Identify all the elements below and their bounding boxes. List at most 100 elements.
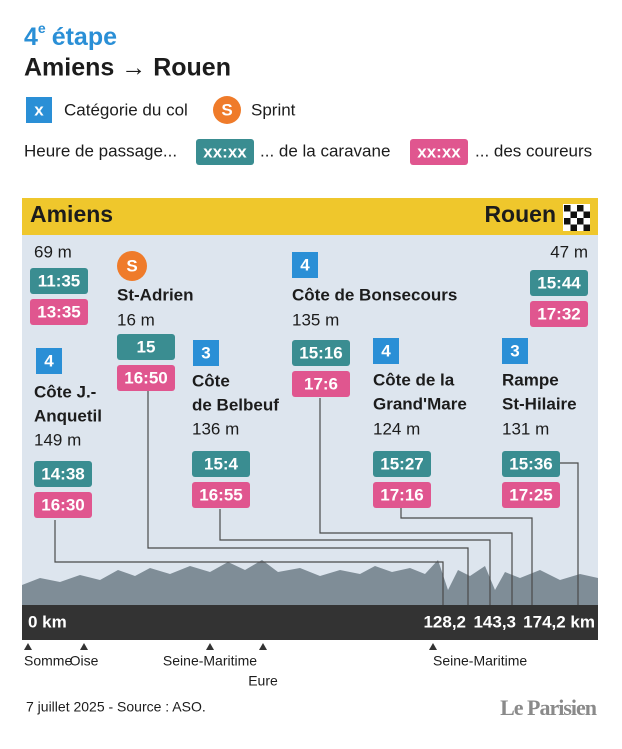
banner-finish: Rouen bbox=[484, 201, 556, 227]
caravan-legend-box bbox=[196, 139, 254, 165]
point-name: Anquetil bbox=[34, 406, 102, 425]
region-marker bbox=[429, 643, 437, 650]
category-marker: 4 bbox=[44, 351, 54, 370]
category-legend-marker: x bbox=[34, 100, 44, 119]
riders-time: 16:55 bbox=[199, 485, 242, 504]
point-name: Côte de la bbox=[373, 370, 455, 389]
category-box bbox=[502, 338, 528, 364]
distance-label: 174,2 km bbox=[523, 612, 595, 631]
point-altitude: 131 m bbox=[502, 419, 549, 438]
distance-label: 128,2 bbox=[423, 612, 466, 631]
riders-box bbox=[530, 301, 588, 327]
riders-time: 17:25 bbox=[509, 485, 552, 504]
category-box bbox=[36, 348, 62, 374]
point-altitude: 16 m bbox=[117, 310, 155, 329]
point-name: Rampe bbox=[502, 370, 559, 389]
flag-square bbox=[564, 218, 571, 225]
finish-flag bbox=[563, 204, 590, 231]
caravan-box bbox=[117, 334, 175, 360]
caravan-time: 15:16 bbox=[299, 343, 342, 362]
category-legend-box bbox=[26, 97, 52, 123]
point-altitude: 69 m bbox=[34, 242, 72, 261]
riders-time: 16:50 bbox=[124, 368, 167, 387]
flag-square bbox=[577, 205, 584, 212]
point-name: de Belbeuf bbox=[192, 395, 279, 414]
flag-square bbox=[570, 224, 577, 231]
route: Amiens → Rouen bbox=[24, 54, 231, 82]
sprint-legend-marker: S bbox=[221, 100, 232, 119]
flag-square bbox=[583, 211, 590, 218]
caravan-legend-label: ... de la caravane bbox=[260, 141, 390, 160]
flag-square bbox=[577, 218, 584, 225]
logo: Le Parisien bbox=[500, 695, 597, 720]
sprint-marker: S bbox=[126, 256, 137, 275]
region-marker bbox=[24, 643, 32, 650]
riders-box bbox=[30, 299, 88, 325]
caravan-box bbox=[530, 270, 588, 296]
category-box bbox=[373, 338, 399, 364]
point-altitude: 135 m bbox=[292, 310, 339, 329]
point-altitude: 136 m bbox=[192, 419, 239, 438]
caravan-time: 11:35 bbox=[38, 271, 81, 290]
flag-square bbox=[583, 224, 590, 231]
riders-time: 13:35 bbox=[37, 302, 80, 321]
connectors bbox=[54, 391, 579, 605]
region-label: Seine-Maritime bbox=[163, 653, 257, 669]
category-box bbox=[193, 340, 219, 366]
riders-legend-label: ... des coureurs bbox=[475, 141, 592, 160]
point-name: St-Hilaire bbox=[502, 394, 577, 413]
caravan-time: 15:36 bbox=[509, 454, 552, 473]
flag-square bbox=[564, 205, 571, 212]
category-marker: 3 bbox=[201, 343, 210, 362]
distance-label: 143,3 bbox=[473, 612, 516, 631]
category-marker: 4 bbox=[300, 255, 310, 274]
region-marker bbox=[259, 643, 267, 650]
stage-suffix: e bbox=[38, 20, 46, 36]
point-altitude: 149 m bbox=[34, 430, 81, 449]
region-marker bbox=[206, 643, 214, 650]
region-label: Oise bbox=[70, 653, 99, 669]
point-name: Grand'Mare bbox=[373, 394, 467, 413]
stage-word: étape bbox=[52, 23, 117, 51]
elevation-profile bbox=[22, 560, 598, 605]
caravan-box bbox=[502, 451, 560, 477]
point-name: Côte bbox=[192, 371, 230, 390]
point-name: Côte de Bonsecours bbox=[292, 285, 457, 304]
riders-time: 17:6 bbox=[304, 374, 338, 393]
region-label: Eure bbox=[248, 673, 278, 689]
caravan-box bbox=[292, 340, 350, 366]
riders-box bbox=[502, 482, 560, 508]
riders-box bbox=[373, 482, 431, 508]
caravan-time: 15 bbox=[137, 337, 156, 356]
riders-box bbox=[34, 492, 92, 518]
point-name: Côte J.- bbox=[34, 382, 96, 401]
riders-time: 17:16 bbox=[380, 485, 423, 504]
category-legend-label: Catégorie du col bbox=[64, 100, 188, 119]
riders-time: 17:32 bbox=[537, 304, 580, 323]
category-marker: 3 bbox=[510, 341, 519, 360]
caravan-box bbox=[30, 268, 88, 294]
caravan-time: 15:4 bbox=[204, 454, 239, 473]
banner-start: Amiens bbox=[30, 201, 113, 227]
region-label: Somme bbox=[24, 653, 72, 669]
riders-box bbox=[117, 365, 175, 391]
point-altitude: 124 m bbox=[373, 419, 420, 438]
stage-number: 4 bbox=[24, 23, 38, 51]
caravan-time: 15:44 bbox=[537, 273, 581, 292]
caravan-box bbox=[192, 451, 250, 477]
point-altitude: 47 m bbox=[550, 242, 588, 261]
sprint-legend-label: Sprint bbox=[251, 100, 296, 119]
point-name: St-Adrien bbox=[117, 285, 194, 304]
dynamic-content: 69 m 11:35 13:35 S St-Adrien 16 m 15 16:50 4 Côte… bbox=[24, 242, 595, 689]
caravan-box bbox=[34, 461, 92, 487]
category-marker: 4 bbox=[381, 341, 391, 360]
riders-box bbox=[192, 482, 250, 508]
distance-label: 0 km bbox=[28, 612, 67, 631]
distance-bar bbox=[22, 605, 598, 640]
sprint-circle bbox=[117, 251, 147, 281]
banner bbox=[22, 198, 598, 235]
flag-square bbox=[570, 211, 577, 218]
region-marker bbox=[80, 643, 88, 650]
